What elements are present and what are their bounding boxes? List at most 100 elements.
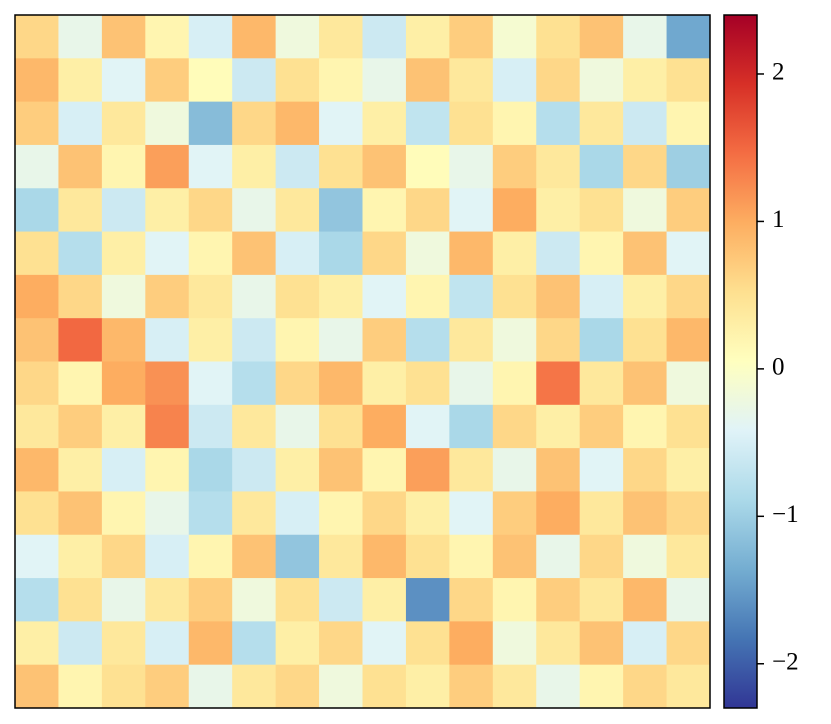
cell xyxy=(405,664,450,709)
cell xyxy=(536,621,581,666)
cell xyxy=(623,15,668,59)
cell xyxy=(188,578,233,622)
cell xyxy=(666,231,711,276)
cell xyxy=(536,231,581,276)
cell xyxy=(362,534,407,579)
cell xyxy=(188,58,233,103)
cell xyxy=(666,101,711,146)
cell xyxy=(188,144,233,189)
cell xyxy=(666,448,711,492)
cell xyxy=(536,404,581,449)
cell xyxy=(666,58,711,103)
cell xyxy=(623,101,668,146)
cell xyxy=(623,188,668,233)
cell xyxy=(492,274,537,319)
cell xyxy=(579,404,624,449)
cell xyxy=(188,274,233,319)
cell xyxy=(666,188,711,233)
cell xyxy=(58,231,103,276)
cell xyxy=(536,58,581,103)
cell xyxy=(405,491,450,536)
cell xyxy=(362,491,407,536)
cell xyxy=(623,144,668,189)
cell xyxy=(536,578,581,622)
cell xyxy=(232,491,277,536)
cell xyxy=(188,361,233,406)
cell xyxy=(232,664,277,709)
cell xyxy=(666,144,711,189)
cell xyxy=(232,361,277,406)
cell xyxy=(58,101,103,146)
cell xyxy=(188,491,233,536)
cell xyxy=(58,58,103,103)
cell xyxy=(188,231,233,276)
cell xyxy=(275,621,320,666)
cell xyxy=(145,578,190,622)
cell xyxy=(275,578,320,622)
cell xyxy=(405,578,450,622)
cell xyxy=(145,101,190,146)
cell xyxy=(145,58,190,103)
cell xyxy=(101,144,146,189)
cell xyxy=(232,231,277,276)
cell xyxy=(145,534,190,579)
cell xyxy=(579,318,624,362)
cell xyxy=(449,58,494,103)
cell xyxy=(15,144,59,189)
cell xyxy=(362,231,407,276)
cell xyxy=(666,361,711,406)
cell xyxy=(101,231,146,276)
cell xyxy=(15,534,59,579)
cell xyxy=(579,274,624,319)
cell xyxy=(492,361,537,406)
cell xyxy=(405,318,450,362)
cell xyxy=(579,144,624,189)
cell xyxy=(15,188,59,233)
cell xyxy=(275,188,320,233)
cell xyxy=(405,231,450,276)
cell xyxy=(405,448,450,492)
cell xyxy=(232,318,277,362)
cell xyxy=(492,578,537,622)
cell xyxy=(319,448,363,492)
cell xyxy=(58,578,103,622)
cell xyxy=(275,58,320,103)
colorbar-tick-label: −2 xyxy=(772,649,799,676)
cell xyxy=(449,664,494,709)
cell xyxy=(492,404,537,449)
cell xyxy=(666,15,711,59)
cell xyxy=(579,231,624,276)
cell xyxy=(492,491,537,536)
cell xyxy=(536,144,581,189)
cell xyxy=(275,15,320,59)
cell xyxy=(405,361,450,406)
cell xyxy=(536,318,581,362)
cell xyxy=(101,534,146,579)
cell xyxy=(275,491,320,536)
colorbar-tick-label: 0 xyxy=(772,354,785,381)
cell xyxy=(232,534,277,579)
cell xyxy=(536,101,581,146)
cell xyxy=(15,318,59,362)
cell xyxy=(319,621,363,666)
plot-frame xyxy=(14,14,711,709)
cell xyxy=(362,361,407,406)
cell xyxy=(405,188,450,233)
cell xyxy=(275,361,320,406)
cell xyxy=(58,534,103,579)
cell xyxy=(188,404,233,449)
cell xyxy=(275,318,320,362)
cell xyxy=(579,448,624,492)
cell xyxy=(15,578,59,622)
cell xyxy=(623,534,668,579)
cell xyxy=(319,404,363,449)
cell xyxy=(449,404,494,449)
cell xyxy=(623,318,668,362)
cell xyxy=(319,361,363,406)
cell xyxy=(145,274,190,319)
cell xyxy=(58,404,103,449)
cell xyxy=(449,15,494,59)
cell xyxy=(536,188,581,233)
cell xyxy=(232,621,277,666)
cell xyxy=(101,664,146,709)
